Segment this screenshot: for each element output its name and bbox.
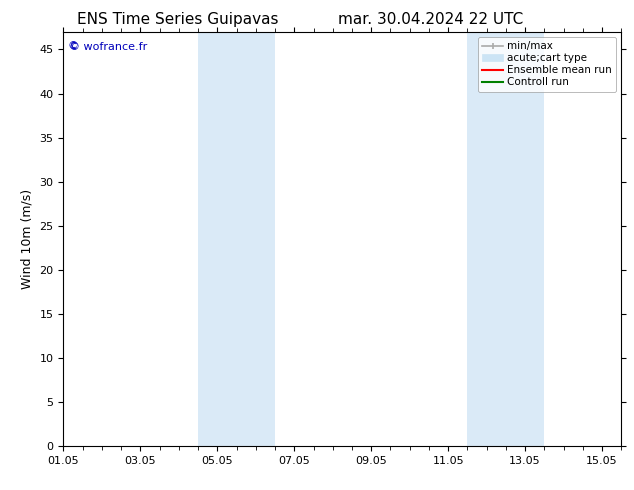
Text: © wofrance.fr: © wofrance.fr xyxy=(69,42,147,52)
Text: mar. 30.04.2024 22 UTC: mar. 30.04.2024 22 UTC xyxy=(339,12,524,27)
Y-axis label: Wind 10m (m/s): Wind 10m (m/s) xyxy=(21,189,34,289)
Bar xyxy=(198,32,275,446)
Legend: min/max, acute;cart type, Ensemble mean run, Controll run: min/max, acute;cart type, Ensemble mean … xyxy=(478,37,616,92)
Text: ENS Time Series Guipavas: ENS Time Series Guipavas xyxy=(77,12,278,27)
Text: ©: © xyxy=(67,41,79,51)
Bar xyxy=(467,32,545,446)
